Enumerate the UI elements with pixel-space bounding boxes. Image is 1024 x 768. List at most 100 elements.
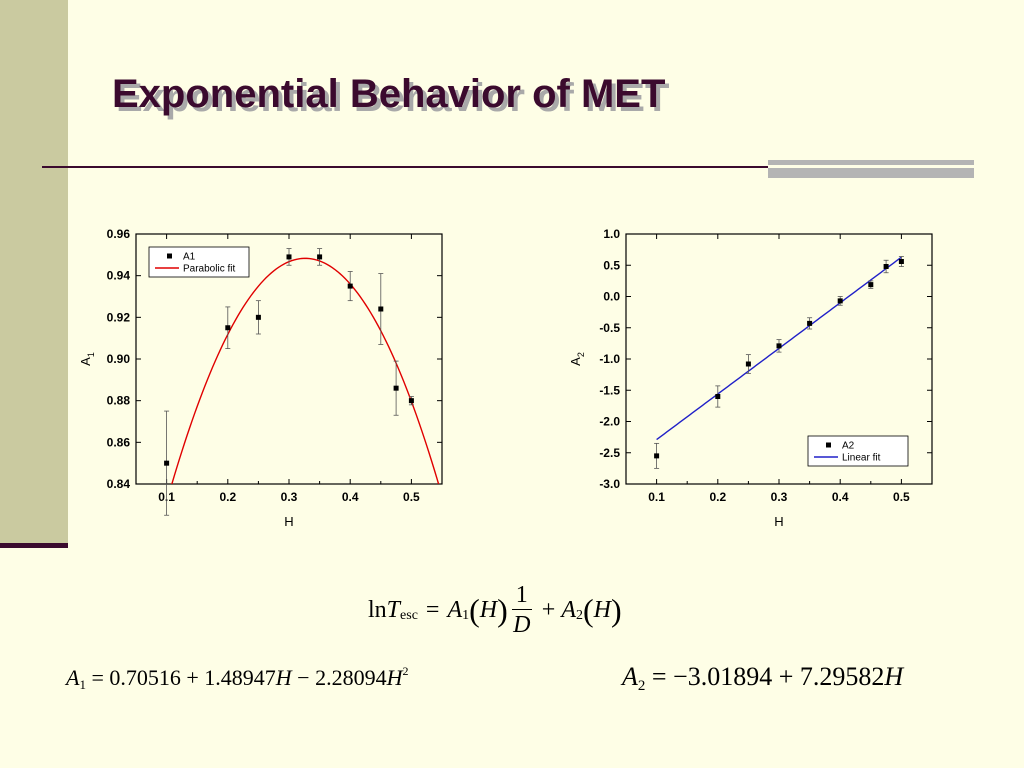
legend-label: A2 — [842, 441, 855, 452]
eq-T-sub: esc — [400, 608, 418, 623]
title-divider — [42, 166, 774, 168]
a1-rhs-2: − 2.28094 — [291, 665, 387, 690]
eq-A2-sub: 2 — [576, 608, 584, 623]
eq-A1-sub: 1 — [462, 608, 470, 623]
y-tick-label: -3.0 — [599, 477, 620, 491]
a1-lhs-sub: 1 — [79, 677, 86, 692]
x-tick-label: 0.5 — [403, 490, 420, 504]
left-band-rule — [0, 543, 68, 548]
eq-A2: A — [561, 596, 577, 623]
a1-equation: A1 = 0.70516 + 1.48947H − 2.28094H2 — [66, 664, 408, 693]
point-marker — [347, 283, 353, 289]
x-tick-label: 0.4 — [342, 490, 359, 504]
point-marker — [393, 385, 399, 391]
data-point — [255, 300, 261, 335]
a1-H2: H — [386, 665, 403, 690]
x-tick-label: 0.2 — [709, 490, 726, 504]
point-marker — [654, 453, 660, 459]
point-marker — [868, 282, 874, 288]
y-tick-label: 0.94 — [107, 269, 131, 283]
point-marker — [317, 254, 323, 260]
data-point — [883, 259, 889, 274]
a2-lhs-sub: 2 — [637, 678, 646, 694]
eq-equals: = — [425, 596, 440, 623]
data-point — [807, 317, 813, 330]
point-marker — [286, 254, 292, 260]
a1-H1: H — [275, 665, 292, 690]
eq-H1: H — [479, 596, 498, 623]
data-point — [654, 442, 660, 469]
legend-box — [807, 435, 909, 467]
data-point — [164, 410, 170, 516]
y-tick-label: 0.96 — [107, 227, 131, 241]
x-tick-label: 0.4 — [832, 490, 849, 504]
y-tick-label: 0.90 — [107, 352, 131, 366]
data-point — [898, 256, 904, 267]
y-tick-label: -1.0 — [599, 352, 620, 366]
point-marker — [255, 314, 261, 320]
y-tick-label: 0.88 — [107, 394, 131, 408]
x-tick-label: 0.1 — [648, 490, 665, 504]
point-marker — [898, 259, 904, 264]
eq-ln: ln — [368, 596, 387, 623]
legend-marker — [826, 442, 831, 448]
a1-rhs-1: = 0.70516 + 1.48947 — [85, 665, 276, 690]
y-axis-label: A2 — [568, 352, 586, 366]
legend-label: A1 — [183, 252, 196, 263]
chart-a1: 0.1 0.2 0.3 0.4 0.50.840.860.880.900.920.940… — [78, 227, 443, 529]
y-tick-label: 0.92 — [107, 310, 131, 324]
data-point — [776, 339, 782, 353]
data-point — [715, 385, 721, 408]
eq-denominator: D — [513, 611, 531, 638]
data-point — [745, 354, 751, 374]
data-point — [347, 271, 353, 302]
point-marker — [378, 306, 384, 312]
y-axis-label: A1 — [78, 352, 96, 366]
data-point — [378, 273, 384, 345]
a1-lhs: A — [66, 665, 80, 690]
data-point — [837, 296, 843, 306]
eq-T: T — [386, 596, 401, 623]
data-point — [393, 360, 399, 416]
eq-plus: + — [541, 596, 556, 623]
y-tick-label: -1.5 — [599, 383, 620, 397]
legend-box — [148, 246, 250, 278]
x-tick-label: 0.3 — [771, 490, 788, 504]
x-tick-label: 0.3 — [281, 490, 298, 504]
legend-label: Parabolic fit — [183, 264, 235, 275]
data-point — [317, 248, 323, 266]
data-point — [225, 306, 231, 349]
point-marker — [715, 394, 721, 399]
legend-label: Linear fit — [842, 453, 881, 464]
y-tick-label: -0.5 — [599, 321, 620, 335]
point-marker — [776, 343, 782, 349]
accent-bar — [768, 160, 974, 178]
point-marker — [225, 325, 231, 331]
data-point — [408, 396, 414, 406]
x-axis-label: H — [284, 514, 293, 529]
point-marker — [883, 264, 889, 269]
left-decorative-band — [0, 0, 68, 545]
chart-a2: 0.1 0.2 0.3 0.4 0.5 -3.0 -2.5 -2.0 -1.5 -1.0 -0.5 0… — [568, 227, 933, 529]
y-tick-label: 0.86 — [107, 435, 131, 449]
point-marker — [408, 398, 414, 404]
point-marker — [164, 460, 170, 466]
a2-lhs: A — [622, 662, 638, 691]
point-marker — [807, 320, 813, 326]
eq-numerator: 1 — [511, 581, 532, 610]
y-tick-label: -2.5 — [599, 446, 620, 460]
point-marker — [745, 361, 751, 367]
eq-A1: A — [447, 596, 463, 623]
legend-marker — [167, 253, 172, 259]
y-tick-label: -2.0 — [599, 415, 620, 429]
y-tick-label: 0.0 — [603, 290, 620, 304]
data-point — [868, 280, 874, 289]
y-tick-label: 0.5 — [603, 258, 620, 272]
a1-sup: 2 — [402, 664, 409, 678]
data-point — [286, 248, 292, 266]
eq-fraction: 1 D — [511, 581, 532, 640]
slide-title: Exponential Behavior of MET — [112, 72, 666, 116]
